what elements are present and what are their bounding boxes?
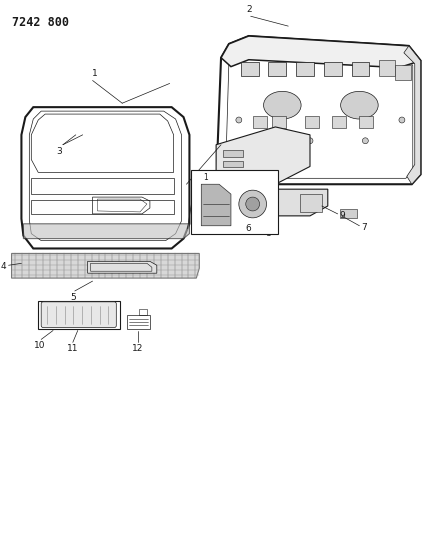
Polygon shape [12, 253, 199, 278]
Polygon shape [324, 62, 342, 76]
Text: 5: 5 [70, 293, 76, 302]
Polygon shape [273, 116, 286, 128]
Circle shape [239, 190, 267, 218]
Text: 10: 10 [33, 341, 45, 350]
Text: 11: 11 [67, 344, 79, 353]
Polygon shape [300, 194, 322, 212]
Text: 1: 1 [203, 173, 208, 182]
Circle shape [253, 138, 259, 144]
Text: 7242 800: 7242 800 [12, 16, 68, 29]
Polygon shape [223, 150, 243, 157]
Circle shape [236, 117, 242, 123]
Text: 4: 4 [1, 262, 6, 271]
Text: 2: 2 [246, 5, 252, 14]
Polygon shape [332, 116, 345, 128]
Polygon shape [223, 172, 243, 179]
Polygon shape [379, 60, 395, 76]
Text: 6: 6 [246, 224, 252, 233]
Circle shape [246, 197, 260, 211]
Ellipse shape [260, 198, 277, 208]
Text: 12: 12 [132, 344, 144, 353]
Ellipse shape [255, 194, 282, 212]
Polygon shape [268, 62, 286, 76]
Polygon shape [229, 189, 328, 216]
Circle shape [399, 117, 405, 123]
Circle shape [307, 138, 313, 144]
Polygon shape [253, 116, 267, 128]
Polygon shape [296, 62, 314, 76]
Polygon shape [221, 36, 421, 68]
Polygon shape [395, 64, 411, 80]
Circle shape [363, 138, 369, 144]
Ellipse shape [341, 91, 378, 119]
Polygon shape [340, 209, 357, 218]
Polygon shape [241, 62, 259, 76]
Polygon shape [88, 261, 157, 273]
Text: 8: 8 [266, 229, 271, 238]
Polygon shape [305, 116, 319, 128]
Polygon shape [201, 184, 231, 226]
Polygon shape [24, 224, 190, 239]
Text: 7: 7 [361, 223, 367, 232]
FancyBboxPatch shape [41, 302, 116, 328]
Text: 3: 3 [56, 147, 62, 156]
Polygon shape [360, 116, 373, 128]
Polygon shape [404, 46, 421, 184]
Text: 9: 9 [340, 212, 345, 220]
FancyBboxPatch shape [191, 171, 278, 233]
Text: 1: 1 [92, 69, 98, 77]
Ellipse shape [264, 91, 301, 119]
Polygon shape [216, 127, 310, 184]
Polygon shape [351, 62, 369, 76]
Polygon shape [223, 160, 243, 167]
